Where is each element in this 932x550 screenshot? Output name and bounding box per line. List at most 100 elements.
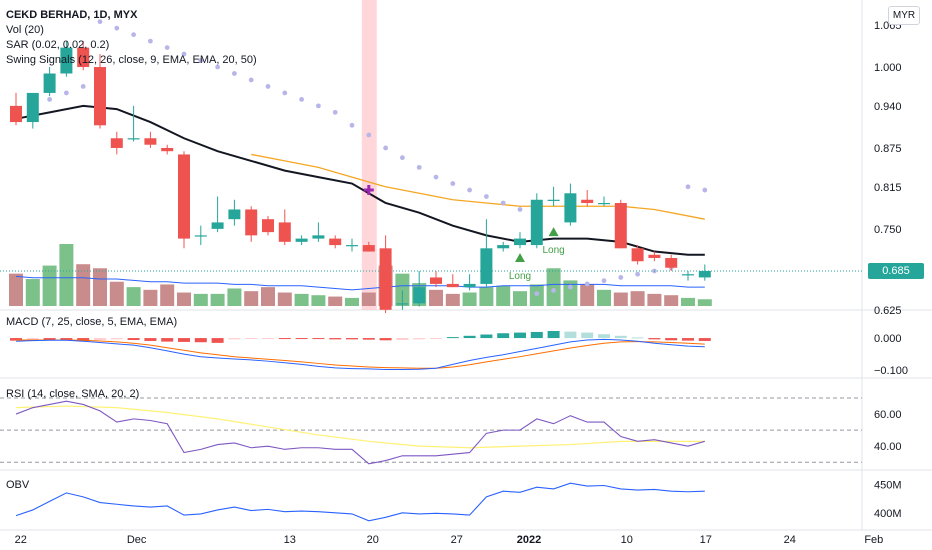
candle-body: [581, 199, 594, 203]
sell-signal-marker: [363, 185, 374, 196]
symbol-title[interactable]: CEKD BERHAD, 1D, MYX: [6, 9, 138, 21]
macd-histogram-bar: [396, 338, 409, 340]
sar-dot: [685, 184, 691, 190]
sar-dot: [551, 287, 556, 293]
candle-body: [346, 245, 358, 247]
time-tick-label: 27: [451, 534, 463, 546]
sar-dot: [299, 97, 304, 102]
macd-histogram-bar: [144, 338, 157, 341]
macd-histogram-bar: [245, 338, 258, 340]
candle-body: [312, 235, 325, 239]
sar-dot: [416, 164, 422, 170]
macd-histogram-bar: [497, 333, 510, 339]
volume-bar: [328, 296, 343, 306]
candle-body: [94, 67, 106, 126]
sar-dot: [366, 132, 372, 138]
rsi-pane-title[interactable]: RSI (14, close, SMA, 20, 2): [6, 388, 140, 400]
candle-body: [211, 222, 224, 229]
indicator-sar[interactable]: SAR (0.02, 0.02, 0.2): [6, 39, 110, 51]
candle-body: [178, 154, 190, 239]
macd-histogram-bar: [77, 338, 90, 342]
candle-body: [614, 202, 627, 249]
candle-body: [698, 270, 711, 278]
long-signal-label: Long: [542, 245, 564, 256]
volume-bar: [76, 264, 91, 306]
obv-pane-title[interactable]: OBV: [6, 479, 30, 491]
volume-bar: [479, 287, 494, 306]
price-tick-label: 0.750: [874, 224, 902, 236]
volume-bar: [697, 299, 712, 306]
macd-histogram-bar: [262, 338, 274, 340]
candle-body: [413, 287, 426, 304]
volume-bar: [210, 293, 225, 306]
indicator-volume[interactable]: Vol (20): [6, 24, 44, 36]
time-tick-label: Dec: [127, 534, 147, 546]
volume-bar: [193, 293, 208, 306]
volume-bar: [580, 284, 595, 306]
indicator-swing-signals[interactable]: Swing Signals (12, 26, close, 9, EMA, EM…: [6, 54, 257, 66]
macd-histogram-bar: [278, 338, 291, 340]
candle-body: [547, 199, 560, 201]
candle-body: [194, 235, 207, 237]
macd-histogram-bar: [631, 337, 644, 339]
candle-body: [665, 258, 678, 268]
sar-dot: [47, 97, 52, 102]
rsi-tick-label: 40.00: [874, 441, 902, 453]
macd-tick-label: −0.100: [874, 365, 908, 377]
macd-histogram-bar: [698, 338, 711, 341]
currency-button[interactable]: MYR: [888, 6, 920, 25]
candle-body: [26, 92, 39, 123]
volume-bar: [227, 288, 242, 306]
sar-dot: [568, 284, 573, 290]
volume-layer: [9, 244, 712, 306]
sar-dot: [433, 174, 439, 180]
candle-body: [564, 193, 577, 223]
long-signal-triangle: [548, 227, 559, 237]
candle-body: [262, 219, 274, 233]
volume-bar: [311, 295, 326, 306]
time-tick-label: Feb: [864, 534, 883, 546]
volume-bar: [244, 291, 259, 306]
last-price-label: 0.685: [868, 262, 924, 279]
sar-dot: [164, 45, 170, 51]
volume-bar: [681, 297, 695, 306]
sar-dot: [316, 103, 321, 109]
volume-bar: [496, 285, 511, 306]
macd-pane-title[interactable]: MACD (7, 25, close, 5, EMA, EMA): [6, 316, 178, 328]
macd-histogram-bar: [127, 338, 140, 340]
sar-dot: [400, 155, 405, 161]
price-tick-label: 0.940: [874, 101, 902, 113]
candle-body: [278, 222, 291, 242]
candle-body: [379, 248, 392, 310]
volume-bar: [361, 292, 376, 306]
volume-bar: [546, 268, 561, 306]
rsi-tick-label: 60.00: [874, 409, 902, 421]
time-tick-label: 10: [621, 534, 633, 546]
sar-dot: [265, 84, 271, 89]
sar-dot: [534, 291, 540, 297]
volume-bar: [613, 292, 628, 306]
macd-signal-line: [16, 339, 705, 369]
macd-histogram-bar: [346, 338, 358, 340]
volume-bar: [93, 268, 107, 306]
volume-bar: [395, 273, 410, 306]
volume-bar: [177, 292, 191, 306]
sar-dot: [702, 187, 708, 193]
candle-body: [631, 248, 644, 262]
candle-body: [362, 245, 375, 252]
sar-dot: [148, 38, 153, 44]
time-tick-label: 13: [284, 534, 296, 546]
sar-dot: [517, 207, 523, 212]
macd-histogram-bar: [665, 338, 678, 341]
time-tick-label: 2022: [517, 534, 541, 546]
signal-highlight-band: [361, 0, 377, 310]
chart-legend: CEKD BERHAD, 1D, MYX Vol (20) SAR (0.02,…: [6, 8, 257, 68]
sar-dot: [282, 90, 288, 96]
sar-dot: [80, 84, 86, 89]
macd-histogram-bar: [178, 338, 190, 342]
sar-dot: [248, 77, 254, 83]
candle-body: [228, 209, 241, 220]
sar-dot: [601, 278, 607, 284]
candle-body: [446, 283, 459, 288]
